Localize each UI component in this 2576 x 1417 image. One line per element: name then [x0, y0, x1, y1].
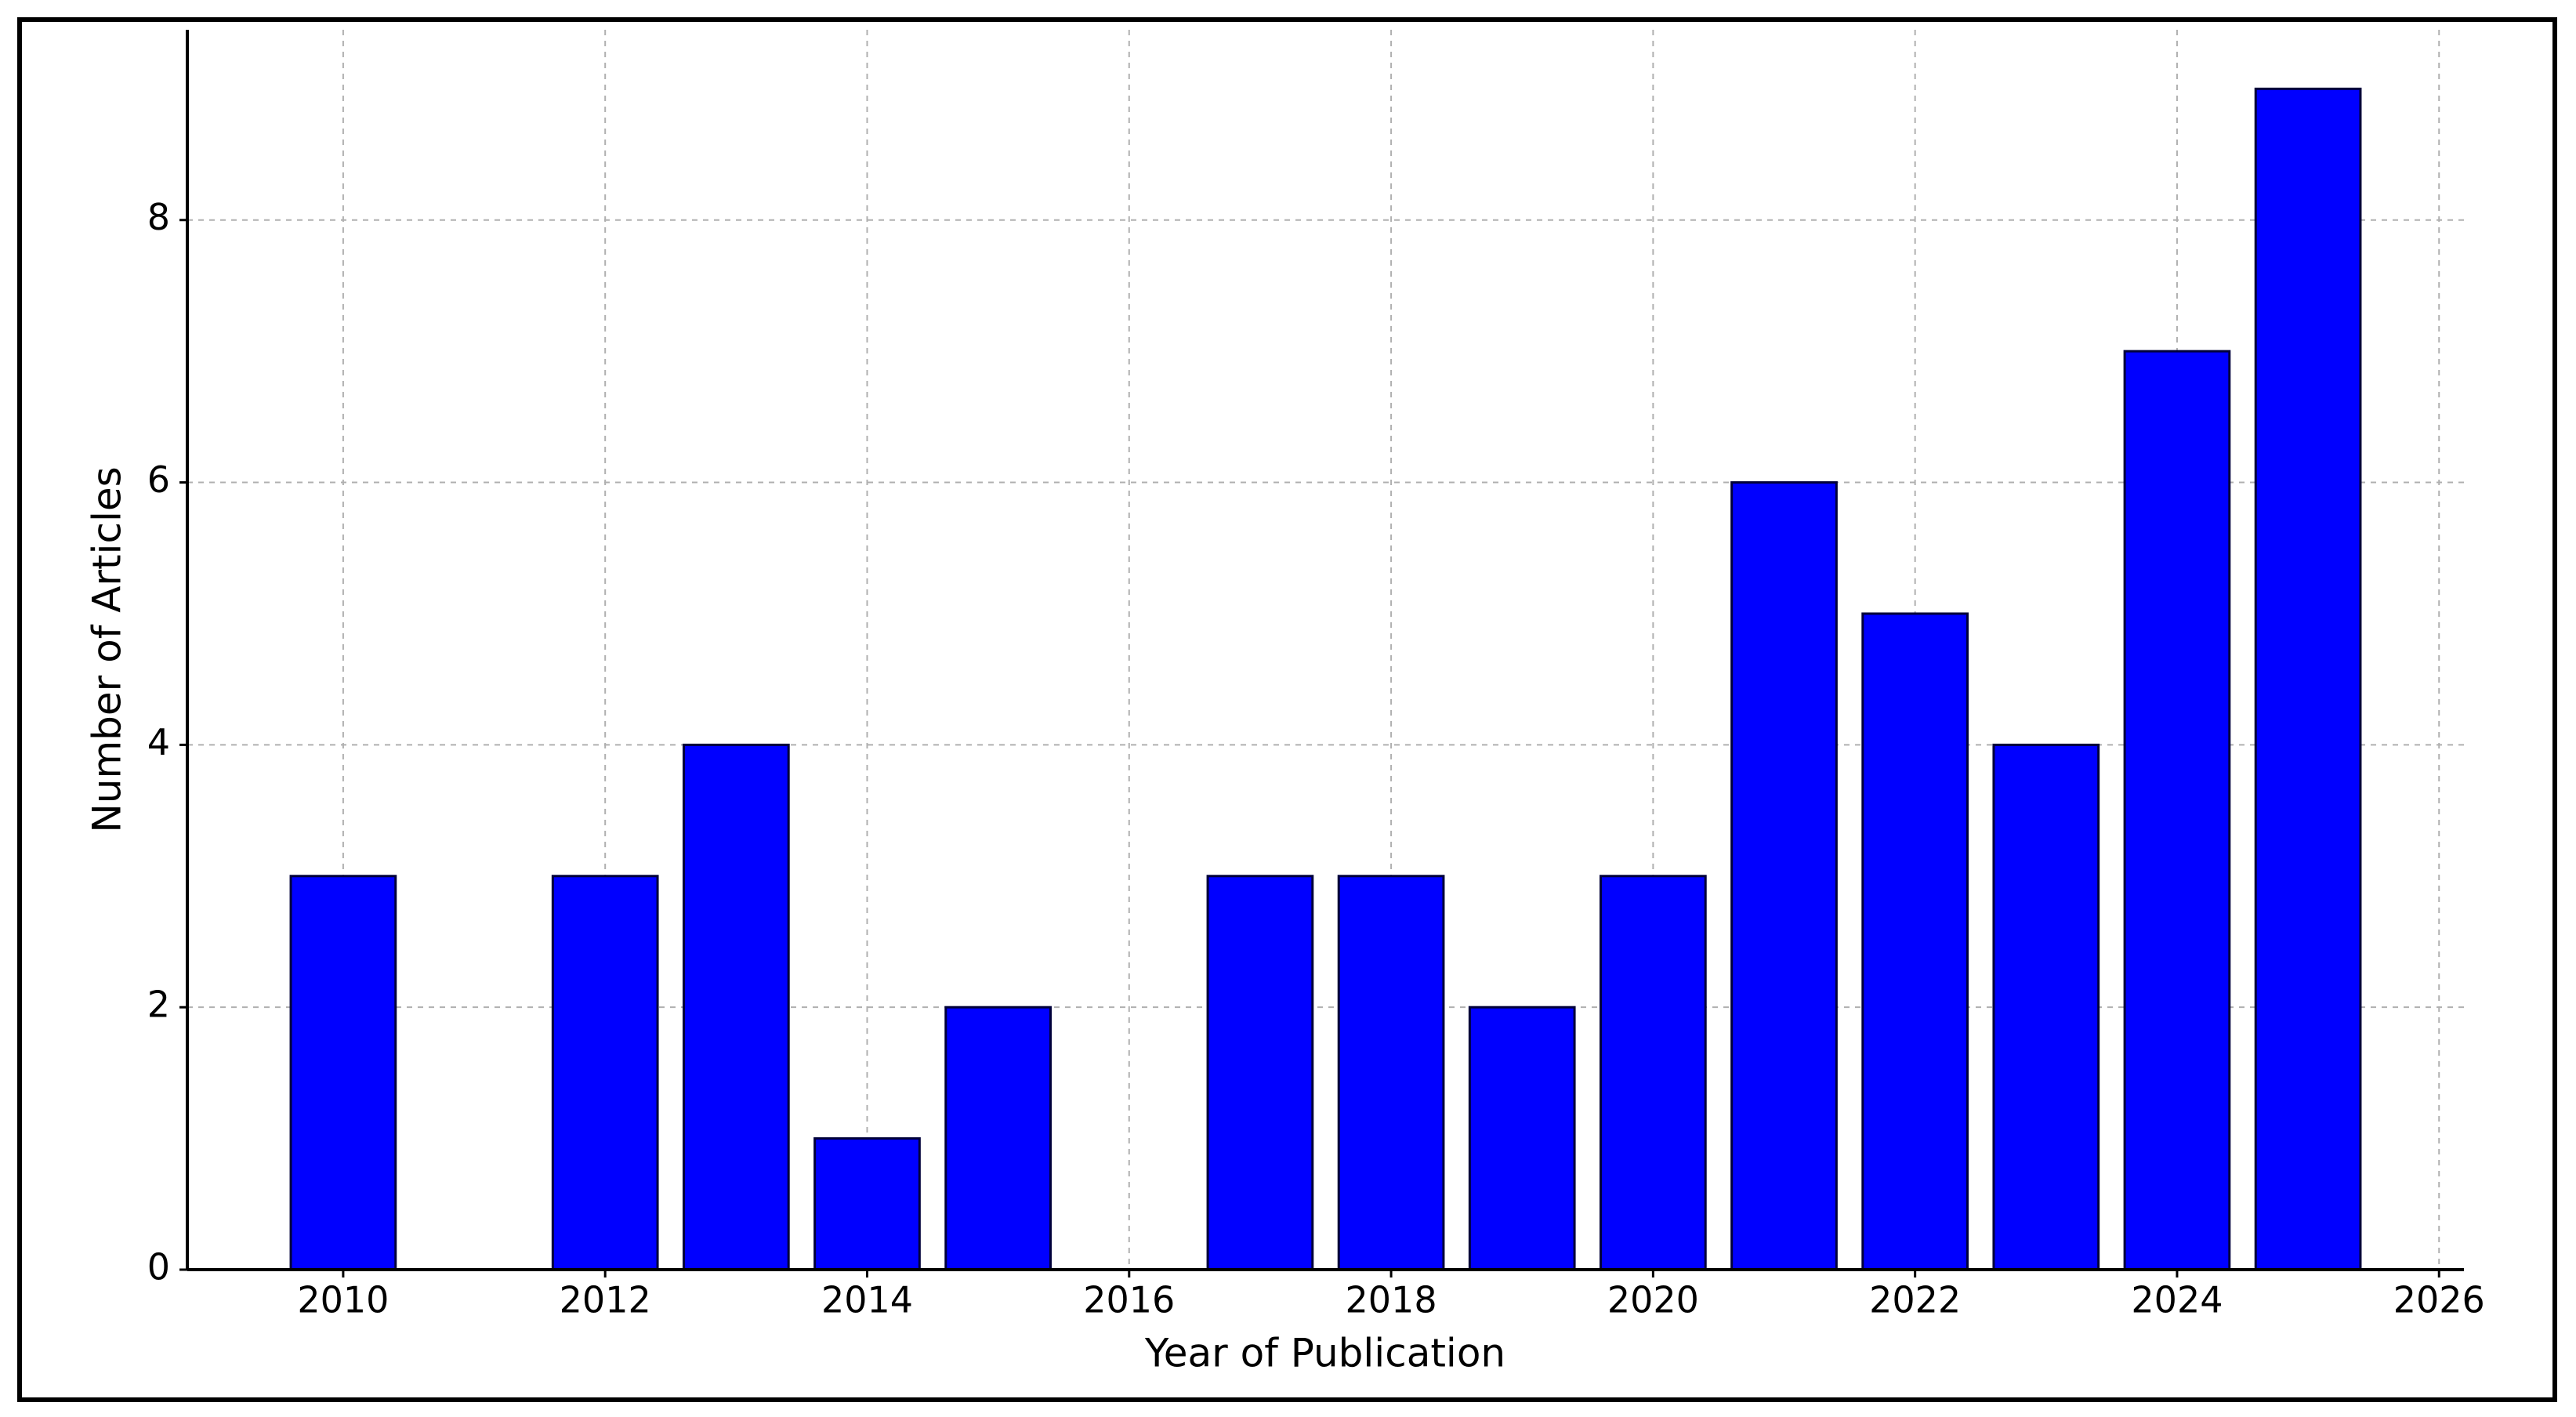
bar — [813, 1137, 921, 1271]
bar — [1337, 875, 1445, 1271]
x-tick-label: 2010 — [297, 1279, 389, 1321]
bar — [944, 1006, 1052, 1271]
x-tick-label: 2016 — [1083, 1279, 1175, 1321]
x-tick-label: 2026 — [2393, 1279, 2485, 1321]
bar — [1206, 875, 1314, 1271]
x-tick-label: 2024 — [2131, 1279, 2223, 1321]
y-tick-label: 6 — [147, 458, 170, 501]
bar — [682, 743, 790, 1271]
y-tick-label: 0 — [147, 1246, 170, 1288]
bar — [1861, 612, 1969, 1271]
x-tick-label: 2014 — [821, 1279, 913, 1321]
y-axis-label: Number of Articles — [85, 466, 130, 832]
x-tick-label: 2018 — [1346, 1279, 1437, 1321]
bar — [2123, 350, 2231, 1271]
bar — [1992, 743, 2100, 1271]
x-tick-label: 2012 — [560, 1279, 651, 1321]
bar — [289, 875, 397, 1271]
y-tick-label: 2 — [147, 984, 170, 1026]
y-tick-label: 8 — [147, 196, 170, 238]
bar — [1600, 875, 1707, 1271]
bar — [1730, 481, 1838, 1271]
x-axis-label: Year of Publication — [1144, 1331, 1505, 1376]
bar — [551, 875, 659, 1271]
bar — [1468, 1006, 1576, 1271]
bar — [2254, 87, 2362, 1271]
x-tick-label: 2022 — [1869, 1279, 1961, 1321]
x-tick-label: 2020 — [1607, 1279, 1699, 1321]
y-tick-label: 4 — [147, 721, 170, 763]
